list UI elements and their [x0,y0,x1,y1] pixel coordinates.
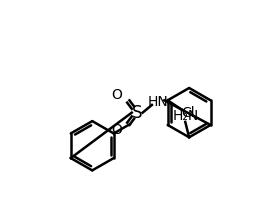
Text: Cl: Cl [181,106,195,120]
Text: HN: HN [148,95,168,109]
Text: H₂N: H₂N [172,109,198,123]
Text: O: O [111,123,122,137]
Text: S: S [132,104,143,122]
Text: O: O [111,88,122,102]
